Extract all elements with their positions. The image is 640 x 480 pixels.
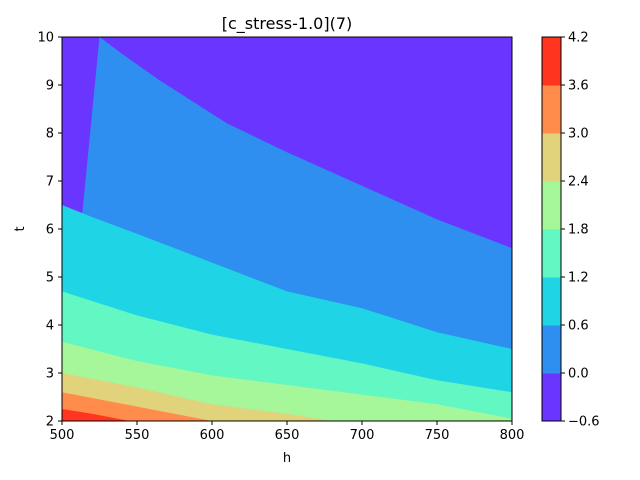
colorbar-tick-label: 3.0: [568, 127, 589, 142]
colorbar-segment: [542, 373, 561, 422]
colorbar-segment: [542, 37, 561, 86]
colorbar-tick-label: 1.2: [568, 271, 589, 286]
colorbar-tick-label: 2.4: [568, 175, 589, 190]
colorbar-segment: [542, 325, 561, 374]
y-tick-label: 7: [46, 175, 54, 190]
colorbar-tick-label: 1.8: [568, 223, 589, 238]
y-tick-label: 8: [46, 127, 54, 142]
colorbar-tick-label: 0.0: [568, 367, 589, 382]
colorbar-tick-label: 0.6: [568, 319, 589, 334]
y-tick-label: 5: [46, 271, 54, 286]
x-tick-label: 750: [425, 428, 450, 443]
y-axis-ticks: 2 3 4 5 6 7 8 9 10: [37, 31, 62, 430]
colorbar-segment: [542, 229, 561, 278]
colorbar-segment: [542, 181, 561, 230]
colorbar-segment: [542, 85, 561, 134]
x-tick-label: 800: [500, 428, 525, 443]
colorbar-tick-label: 4.2: [568, 31, 589, 46]
y-tick-label: 9: [46, 79, 54, 94]
x-tick-label: 650: [275, 428, 300, 443]
contour-band-6: [62, 392, 212, 421]
y-tick-label: 10: [37, 31, 54, 46]
contour-fill-regions: [62, 37, 512, 421]
colorbar: [541, 36, 562, 422]
contour-band-7: [62, 409, 130, 421]
colorbar-tick-label: 3.6: [568, 79, 589, 94]
chart-title: [c_stress-1.0](7): [222, 14, 353, 34]
y-tick-label: 6: [46, 223, 54, 238]
y-axis-label: t: [13, 226, 28, 231]
x-axis-ticks: 500 550 600 650 700 750 800: [50, 421, 525, 443]
y-tick-label: 4: [46, 319, 54, 334]
colorbar-segment: [542, 133, 561, 182]
colorbar-segment: [542, 277, 561, 326]
x-tick-label: 700: [350, 428, 375, 443]
y-tick-label: 3: [46, 367, 54, 382]
x-tick-label: 550: [125, 428, 150, 443]
y-tick-label: 2: [46, 415, 54, 430]
colorbar-ticks: 4.2 3.6 3.0 2.4 1.8 1.2 0.6 0.0 −0.6: [561, 31, 600, 430]
x-tick-label: 500: [50, 428, 75, 443]
x-tick-label: 600: [200, 428, 225, 443]
x-axis-label: h: [283, 451, 291, 466]
colorbar-tick-label: −0.6: [568, 415, 600, 430]
